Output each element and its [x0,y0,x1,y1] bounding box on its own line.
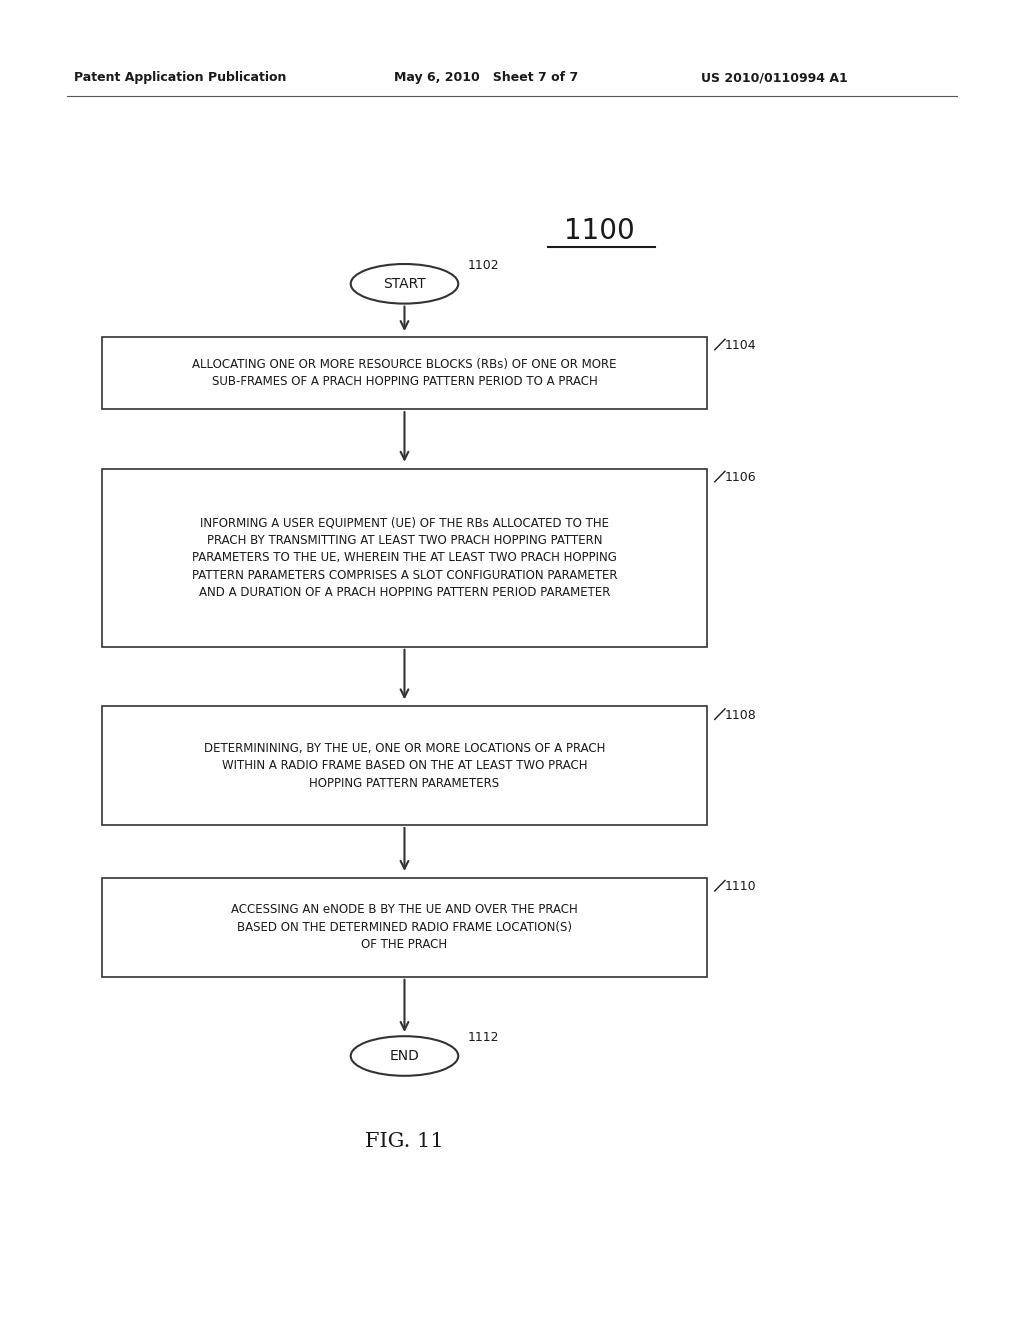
FancyBboxPatch shape [102,469,707,647]
Text: 1110: 1110 [725,880,757,894]
Text: 1112: 1112 [468,1031,500,1044]
Text: 1106: 1106 [725,471,757,484]
Text: INFORMING A USER EQUIPMENT (UE) OF THE RBs ALLOCATED TO THE
PRACH BY TRANSMITTIN: INFORMING A USER EQUIPMENT (UE) OF THE R… [191,516,617,599]
FancyBboxPatch shape [102,337,707,409]
Text: May 6, 2010   Sheet 7 of 7: May 6, 2010 Sheet 7 of 7 [394,71,579,84]
Text: 1102: 1102 [468,259,500,272]
Text: ACCESSING AN eNODE B BY THE UE AND OVER THE PRACH
BASED ON THE DETERMINED RADIO : ACCESSING AN eNODE B BY THE UE AND OVER … [231,903,578,952]
Text: END: END [389,1049,420,1063]
Text: START: START [383,277,426,290]
Text: Patent Application Publication: Patent Application Publication [74,71,286,84]
Text: US 2010/0110994 A1: US 2010/0110994 A1 [701,71,848,84]
Text: 1104: 1104 [725,339,757,352]
Text: DETERMININING, BY THE UE, ONE OR MORE LOCATIONS OF A PRACH
WITHIN A RADIO FRAME : DETERMININING, BY THE UE, ONE OR MORE LO… [204,742,605,789]
Text: FIG. 11: FIG. 11 [366,1133,443,1151]
Text: 1100: 1100 [563,216,635,246]
Text: ALLOCATING ONE OR MORE RESOURCE BLOCKS (RBs) OF ONE OR MORE
SUB-FRAMES OF A PRAC: ALLOCATING ONE OR MORE RESOURCE BLOCKS (… [193,358,616,388]
FancyBboxPatch shape [102,878,707,977]
Text: 1108: 1108 [725,709,757,722]
FancyBboxPatch shape [102,706,707,825]
